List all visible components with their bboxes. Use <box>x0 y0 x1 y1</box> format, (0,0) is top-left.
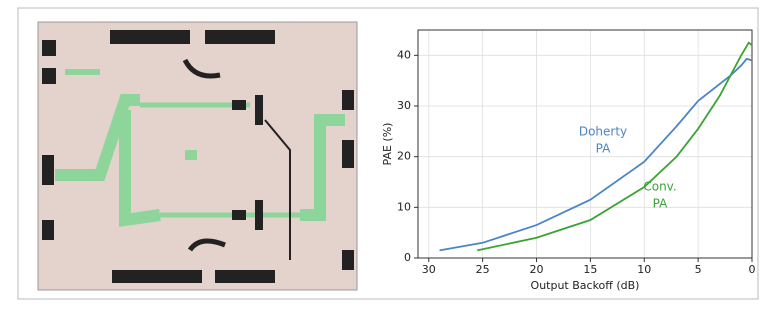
x-axis-label: Output Backoff (dB) <box>531 279 640 292</box>
x-tick-label: 0 <box>749 263 756 276</box>
annotation: Conv. <box>643 180 676 194</box>
chip-photo <box>38 22 357 290</box>
y-tick-label: 20 <box>397 150 411 163</box>
y-axis-label: PAE (%) <box>381 123 394 166</box>
annotation: Doherty <box>579 125 627 139</box>
x-tick-label: 15 <box>583 263 597 276</box>
x-tick-label: 25 <box>476 263 490 276</box>
y-tick-label: 10 <box>397 200 411 213</box>
x-tick-label: 30 <box>422 263 436 276</box>
y-tick-label: 0 <box>404 251 411 264</box>
x-tick-label: 20 <box>530 263 544 276</box>
figure: 0 10 20 30 40 30 25 20 15 10 5 0 Output Backoff (dB)… <box>0 0 760 307</box>
annotation: PA <box>653 197 668 211</box>
x-tick-label: 10 <box>637 263 651 276</box>
y-tick-label: 40 <box>397 48 411 61</box>
y-tick-label: 30 <box>397 99 411 112</box>
annotation: PA <box>596 142 611 156</box>
x-tick-label: 5 <box>695 263 702 276</box>
